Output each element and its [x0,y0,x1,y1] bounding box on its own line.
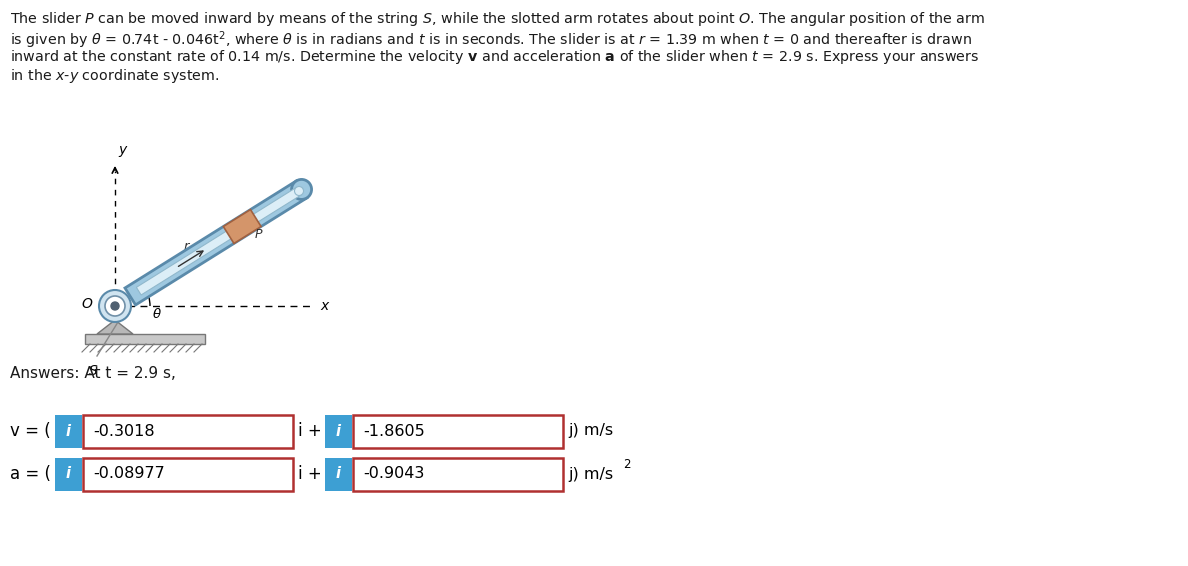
Circle shape [291,179,311,199]
Text: inward at the constant rate of 0.14 m/s. Determine the velocity $\mathbf{v}$ and: inward at the constant rate of 0.14 m/s.… [10,48,979,66]
Text: $S$: $S$ [88,364,99,378]
Text: -0.08977: -0.08977 [93,466,165,482]
Text: i: i [336,466,341,482]
Polygon shape [86,334,206,344]
Text: $y$: $y$ [118,144,128,159]
FancyBboxPatch shape [326,414,352,448]
Text: i +: i + [298,465,322,483]
Text: -0.9043: -0.9043 [364,466,424,482]
Text: a = (: a = ( [10,465,51,483]
Polygon shape [97,320,133,334]
Text: $\theta$: $\theta$ [152,307,162,321]
Polygon shape [137,187,302,295]
Text: i +: i + [298,422,322,440]
Text: The slider $P$ can be moved inward by means of the string $S$, while the slotted: The slider $P$ can be moved inward by me… [10,10,985,28]
Text: -0.3018: -0.3018 [93,423,154,439]
Polygon shape [125,181,307,305]
Text: j) m/s: j) m/s [568,466,613,482]
Text: $x$: $x$ [320,299,330,313]
Text: v = (: v = ( [10,422,51,440]
Circle shape [105,296,125,316]
FancyBboxPatch shape [353,414,563,448]
Text: i: i [336,423,341,439]
Text: $O$: $O$ [81,297,93,311]
Circle shape [110,302,119,310]
Text: in the $x$-$y$ coordinate system.: in the $x$-$y$ coordinate system. [10,67,220,85]
Text: is given by $\theta$ = 0.74t - 0.046t$^2$, where $\theta$ is in radians and $t$ : is given by $\theta$ = 0.74t - 0.046t$^2… [10,29,972,50]
Text: Answers: At t = 2.9 s,: Answers: At t = 2.9 s, [10,366,176,381]
Circle shape [295,187,303,195]
FancyBboxPatch shape [326,457,352,491]
Text: 2: 2 [623,458,631,471]
Text: i: i [67,466,71,482]
Text: i: i [67,423,71,439]
Text: j) m/s: j) m/s [568,423,613,439]
FancyBboxPatch shape [353,457,563,491]
Text: $P$: $P$ [254,228,264,241]
FancyBboxPatch shape [83,414,293,448]
Circle shape [99,290,131,322]
FancyBboxPatch shape [55,457,82,491]
Polygon shape [223,209,261,243]
Text: $r$: $r$ [183,239,191,252]
Text: -1.8605: -1.8605 [364,423,425,439]
FancyBboxPatch shape [83,457,293,491]
FancyBboxPatch shape [55,414,82,448]
